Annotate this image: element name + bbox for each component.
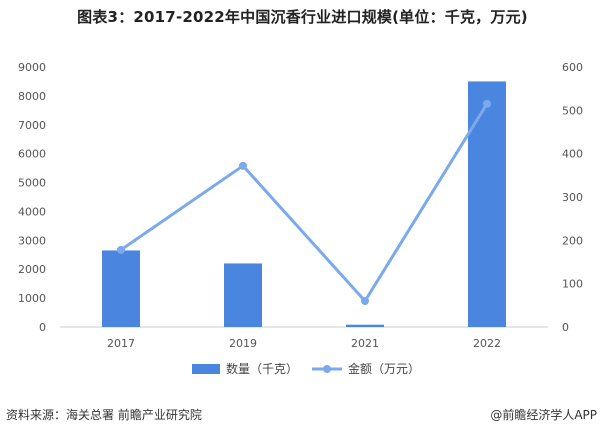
y-left-tick-label: 7000 xyxy=(18,119,46,132)
x-tick-label: 2022 xyxy=(473,337,501,350)
y-left-tick-label: 0 xyxy=(39,321,46,334)
line-point xyxy=(483,99,491,108)
y-right-tick-label: 100 xyxy=(562,278,583,291)
y-right-tick-label: 300 xyxy=(562,191,583,204)
y-left-tick-label: 6000 xyxy=(18,148,46,161)
chart: 0 1000 2000 3000 4000 5000 6000 7000 8000 9000 0 10… xyxy=(18,61,583,376)
line-point xyxy=(239,161,247,170)
y-right-tick-label: 600 xyxy=(562,61,583,74)
x-tick-label: 2021 xyxy=(351,337,379,350)
legend-swatch-point xyxy=(323,365,331,373)
y-right-tick-label: 0 xyxy=(562,321,569,334)
y-left-tick-label: 9000 xyxy=(18,61,46,74)
bar-series xyxy=(102,81,506,327)
legend-label-bar: 数量（千克） xyxy=(226,361,298,376)
series-line xyxy=(120,103,489,303)
legend: 数量（千克） 金额（万元） xyxy=(192,361,420,376)
y-right-tick-label: 500 xyxy=(562,104,583,117)
brand-credit: @前瞻经济学人APP xyxy=(490,408,597,422)
bar xyxy=(224,263,262,327)
source-note: 资料来源：海关总署 前瞻产业研究院 xyxy=(6,408,202,422)
y-left-tick-label: 5000 xyxy=(18,177,46,190)
y-right-tick-label: 400 xyxy=(562,148,583,161)
line-series xyxy=(117,99,491,305)
y-right-tick-label: 200 xyxy=(562,234,583,247)
y-left-tick-label: 3000 xyxy=(18,234,46,247)
legend-label-line: 金额（万元） xyxy=(348,361,420,376)
line-point xyxy=(361,297,369,305)
bar xyxy=(346,324,384,327)
chart-title: 图表3：2017-2022年中国沉香行业进口规模(单位：千克，万元) xyxy=(77,8,528,26)
y-left-tick-label: 1000 xyxy=(18,292,46,305)
y-left-tick-label: 4000 xyxy=(18,205,46,218)
legend-swatch-bar xyxy=(192,364,220,374)
x-tick-label: 2019 xyxy=(229,337,257,350)
axes: 0 1000 2000 3000 4000 5000 6000 7000 8000 9000 0 10… xyxy=(18,61,583,350)
y-left-tick-label: 2000 xyxy=(18,263,46,276)
bar xyxy=(102,250,140,327)
y-left-tick-label: 8000 xyxy=(18,90,46,103)
line-point xyxy=(117,245,125,254)
x-tick-label: 2017 xyxy=(107,337,135,350)
bar xyxy=(468,81,506,327)
